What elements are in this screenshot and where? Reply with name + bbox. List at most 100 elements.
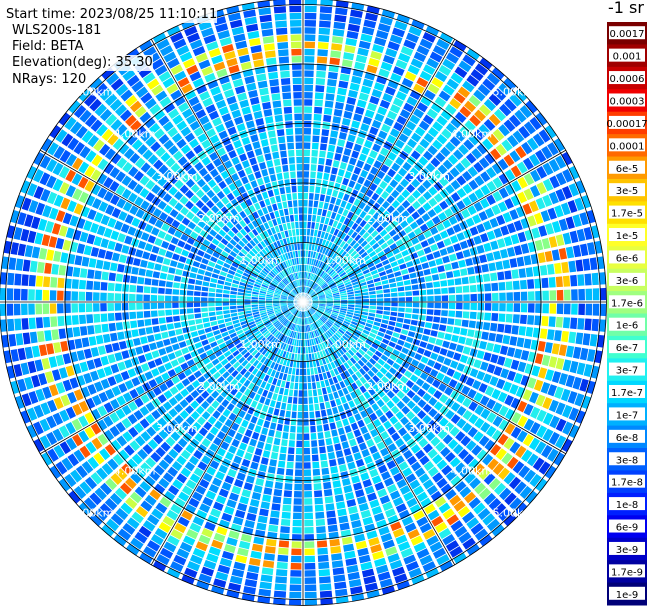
gate-cell	[338, 269, 345, 276]
gate-cell	[226, 537, 238, 547]
gate-cell	[194, 285, 202, 291]
gate-cell	[293, 265, 297, 273]
gate-cell	[239, 99, 250, 108]
gate-cell	[323, 489, 333, 497]
gate-cell	[353, 266, 360, 272]
gate-cell	[190, 231, 199, 240]
gate-cell	[527, 377, 537, 389]
gate-cell	[331, 287, 338, 291]
gate-cell	[279, 409, 286, 417]
gate-cell	[84, 476, 98, 490]
gate-cell	[577, 318, 585, 330]
gate-cell	[248, 468, 257, 477]
gate-cell	[284, 253, 289, 260]
gate-cell	[411, 211, 420, 220]
gate-cell	[102, 261, 111, 271]
gate-cell	[535, 394, 546, 407]
gate-cell	[510, 359, 520, 371]
gate-cell	[462, 183, 473, 195]
gate-cell	[304, 264, 307, 272]
gate-cell	[411, 314, 419, 320]
gate-cell	[167, 243, 176, 252]
gate-cell	[283, 388, 289, 396]
gate-cell	[368, 287, 376, 292]
gate-cell	[145, 269, 153, 278]
gate-cell	[437, 265, 445, 273]
gate-cell	[549, 303, 557, 314]
gate-cell	[273, 355, 279, 363]
gate-cell	[236, 448, 245, 458]
gate-cell	[235, 554, 248, 564]
gate-cell	[333, 245, 339, 252]
gate-cell	[246, 253, 254, 260]
gate-cell	[540, 210, 551, 223]
gate-cell	[273, 241, 279, 249]
gate-cell	[276, 217, 282, 225]
gate-cell	[256, 441, 265, 449]
gate-cell	[462, 249, 471, 258]
gate-cell	[333, 368, 340, 376]
gate-cell	[280, 402, 287, 410]
gate-cell	[31, 374, 41, 388]
gate-cell	[401, 189, 411, 199]
gate-cell	[321, 342, 327, 350]
gate-cell	[179, 410, 189, 420]
gate-cell	[375, 335, 383, 342]
gate-cell	[479, 57, 493, 70]
gate-cell	[137, 144, 148, 156]
gate-cell	[306, 228, 311, 236]
gate-cell	[413, 510, 425, 521]
gate-cell	[97, 158, 109, 171]
gate-cell	[158, 248, 167, 257]
gate-cell	[319, 402, 326, 410]
gate-cell	[515, 445, 527, 458]
gate-cell	[465, 257, 473, 267]
gate-cell	[443, 237, 452, 247]
gate-cell	[427, 83, 440, 95]
gate-cell	[125, 497, 138, 509]
gate-cell	[83, 497, 97, 511]
gate-cell	[377, 215, 385, 224]
gate-cell	[157, 365, 167, 374]
gate-cell	[206, 266, 214, 272]
gate-cell	[333, 391, 339, 399]
gate-cell	[192, 260, 201, 268]
gate-cell	[322, 314, 329, 320]
gate-cell	[373, 339, 381, 346]
gate-cell	[473, 235, 482, 245]
ray-70	[139, 303, 302, 564]
gate-cell	[241, 458, 251, 468]
gate-cell	[311, 304, 319, 307]
gate-cell	[516, 256, 525, 267]
ray-42	[304, 303, 548, 492]
gate-cell	[421, 334, 430, 342]
gate-cell	[250, 550, 262, 559]
gate-cell	[304, 286, 306, 293]
gate-cell	[319, 303, 326, 306]
gate-cell	[240, 348, 248, 356]
gate-cell	[505, 313, 513, 323]
ray-78	[49, 303, 302, 479]
gate-cell	[109, 262, 118, 272]
gate-cell	[209, 151, 219, 161]
gate-cell	[449, 46, 463, 58]
gate-cell	[203, 371, 212, 380]
gate-cell	[471, 444, 483, 456]
gate-cell	[287, 252, 292, 259]
gate-cell	[441, 128, 453, 140]
gate-cell	[470, 293, 477, 301]
ray-14	[304, 77, 517, 301]
gate-cell	[422, 561, 436, 573]
gate-cell	[296, 287, 300, 294]
gate-cell	[228, 530, 240, 540]
gate-cell	[257, 387, 264, 395]
gate-cell	[312, 302, 319, 304]
gate-cell	[426, 289, 434, 295]
gate-cell	[215, 362, 223, 371]
gate-cell	[162, 472, 174, 483]
gate-cell	[430, 102, 443, 114]
gate-cell	[456, 200, 466, 211]
gate-cell	[283, 310, 290, 315]
gate-cell	[308, 243, 312, 251]
gate-cell	[173, 275, 182, 282]
